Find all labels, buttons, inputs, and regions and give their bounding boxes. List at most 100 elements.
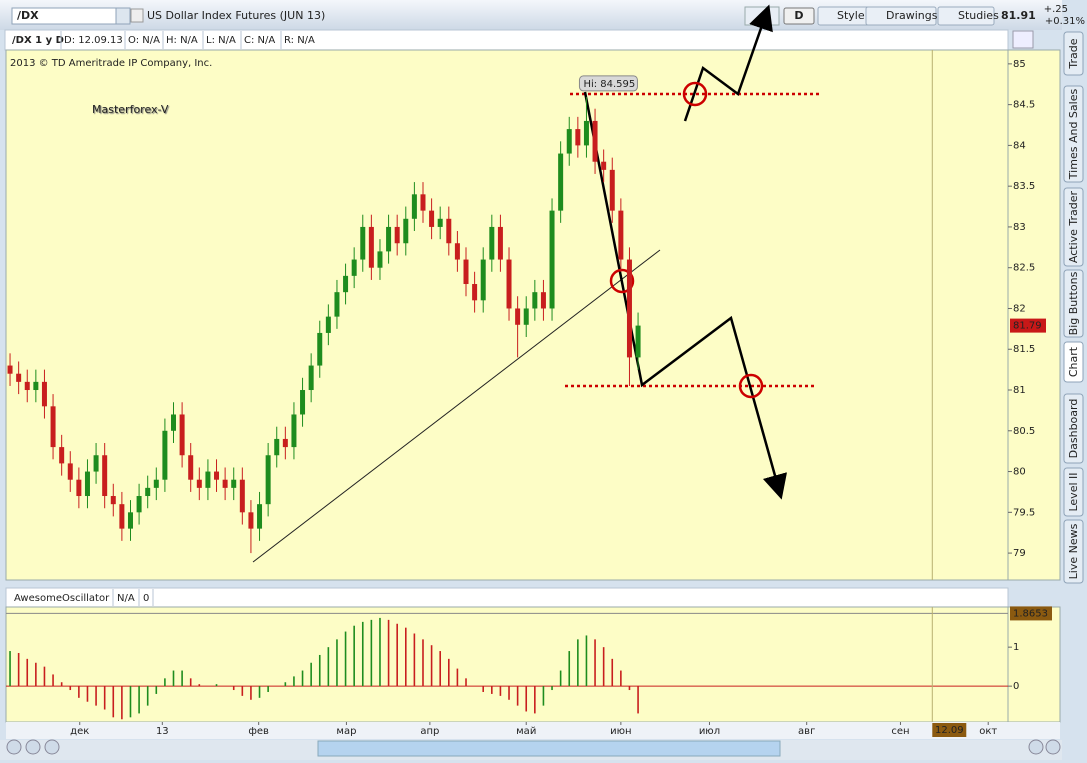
y-tick-label: 84 <box>1013 140 1026 151</box>
y-tick-label: 84.5 <box>1013 100 1035 111</box>
candle-body <box>566 129 572 154</box>
candle-body <box>205 471 211 488</box>
symbol-dropdown[interactable] <box>115 7 131 25</box>
time-axis <box>6 722 1060 739</box>
candle-body <box>33 381 39 391</box>
candle-body <box>93 455 99 472</box>
candle-body <box>325 316 331 333</box>
y-tick-label: 81.5 <box>1013 344 1035 355</box>
candle-body <box>472 284 478 301</box>
forecast-path <box>683 4 773 122</box>
info-field: D: 12.09.13 <box>64 35 123 46</box>
x-tick-label: май <box>516 726 536 737</box>
y-tick-label: 82 <box>1013 303 1026 314</box>
candle-body <box>609 169 615 211</box>
circle-marker <box>609 268 635 294</box>
candle-body <box>171 414 177 431</box>
side-tab[interactable] <box>1063 269 1084 338</box>
side-tab-label[interactable]: Big Buttons <box>1067 271 1080 335</box>
max-value-box <box>1010 606 1052 621</box>
x-tick-label: сен <box>891 726 909 737</box>
y-tick-label: 0 <box>1013 681 1019 692</box>
candle-body <box>618 210 624 260</box>
max-value-label: 1.8653 <box>1013 608 1048 619</box>
side-tab-label[interactable]: Live News <box>1067 523 1080 579</box>
description: US Dollar Index Futures (JUN 13) <box>147 9 325 22</box>
candle-body <box>7 365 13 374</box>
side-tab[interactable] <box>1063 187 1084 267</box>
y-tick-label: 79 <box>1013 548 1026 559</box>
candle-body <box>334 292 340 317</box>
toolbar-button-label[interactable]: Drawings <box>886 9 938 22</box>
side-tab-label[interactable]: Trade <box>1067 38 1080 69</box>
candle-body <box>497 226 503 260</box>
candle-body <box>153 479 159 488</box>
aggregation-button[interactable] <box>783 7 815 25</box>
study-name: AwesomeOscillator <box>14 593 110 604</box>
toolbar-button-label[interactable]: Studies <box>958 9 999 22</box>
candle-body <box>248 512 254 529</box>
candle-body <box>110 496 116 505</box>
zoom-buttons[interactable] <box>6 739 1061 755</box>
change-pct: +0.31% <box>1045 16 1085 27</box>
candle-body <box>601 161 607 170</box>
candle-body <box>463 259 469 285</box>
x-tick-label: фев <box>248 726 269 737</box>
side-tab-label[interactable]: Times And Sales <box>1067 89 1080 181</box>
y-tick-label: 85 <box>1013 59 1026 70</box>
info-field: R: N/A <box>284 35 315 46</box>
candle-body <box>592 120 598 162</box>
candle-body <box>84 471 90 497</box>
candle-body <box>558 153 564 211</box>
toolbar-button[interactable] <box>937 6 995 26</box>
symbol-icon <box>130 8 144 23</box>
toolbar-button[interactable] <box>865 6 937 26</box>
side-tab[interactable] <box>1063 85 1084 183</box>
axis-button[interactable] <box>1012 30 1034 49</box>
candle-body <box>368 226 374 268</box>
candle-body <box>506 259 512 309</box>
candle-body <box>351 259 357 276</box>
x-tick-label: апр <box>420 726 439 737</box>
side-tab-label[interactable]: Active Trader <box>1067 190 1080 263</box>
candle-body <box>480 259 486 301</box>
y-tick-label: 82.5 <box>1013 263 1035 274</box>
candle-body <box>265 455 271 505</box>
forecast-path <box>583 91 788 500</box>
x-tick-label: мар <box>336 726 356 737</box>
candle-body <box>274 438 280 456</box>
candle-body <box>386 226 392 252</box>
side-tab[interactable] <box>1063 341 1084 383</box>
side-tab[interactable] <box>1063 31 1084 76</box>
side-tab-label[interactable]: Chart <box>1067 346 1080 377</box>
candle-body <box>411 194 417 219</box>
price-axis <box>1007 49 1061 581</box>
y-tick-label: 81 <box>1013 385 1026 396</box>
side-tab[interactable] <box>1063 467 1084 517</box>
y-tick-label: 80.5 <box>1013 426 1035 437</box>
candle-body <box>403 218 409 244</box>
annotation-box <box>578 75 638 92</box>
candle-body <box>59 447 65 464</box>
study-header <box>5 587 1009 608</box>
x-tick-label: 13 <box>156 726 169 737</box>
candle-body <box>119 504 125 529</box>
candle-body <box>343 275 349 293</box>
candle-body <box>532 292 538 309</box>
last-price-box <box>1010 318 1046 333</box>
side-tab-label[interactable]: Level II <box>1067 472 1080 511</box>
side-tab[interactable] <box>1063 519 1084 584</box>
candle-body <box>583 120 589 146</box>
toolbar-button-label[interactable]: Style <box>837 9 865 22</box>
scroll-thumb[interactable] <box>317 740 781 757</box>
candle-body <box>454 243 460 260</box>
price-panel <box>5 49 1009 581</box>
aggregation[interactable]: D <box>794 9 803 22</box>
side-tab-label[interactable]: Dashboard <box>1067 399 1080 459</box>
y-tick-label: 83.5 <box>1013 181 1035 192</box>
candle-body <box>50 406 56 448</box>
side-tab[interactable] <box>1063 393 1084 464</box>
last-price: 81.91 <box>1001 9 1036 22</box>
user-drawings <box>252 4 820 563</box>
study-status: N/A <box>117 593 135 604</box>
